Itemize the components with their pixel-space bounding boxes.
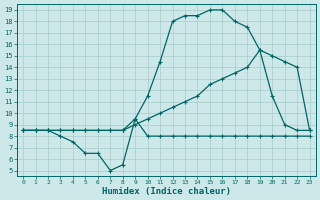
X-axis label: Humidex (Indice chaleur): Humidex (Indice chaleur) bbox=[102, 187, 231, 196]
